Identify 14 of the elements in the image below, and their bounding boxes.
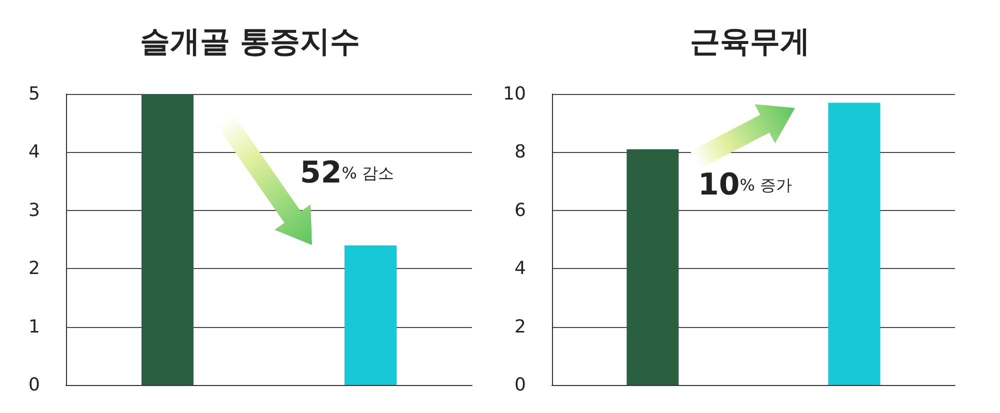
y-tick-label: 2 — [28, 258, 40, 280]
y-tick-label: 10 — [503, 84, 526, 104]
y-tick-label: 5 — [28, 84, 40, 104]
y-tick-label: 4 — [514, 258, 526, 280]
y-tick-label: 3 — [28, 200, 40, 221]
chart-title: 근육무게 — [690, 24, 810, 60]
y-tick-label: 1 — [28, 316, 40, 338]
y-tick-label: 0 — [514, 374, 526, 396]
y-tick-label: 2 — [514, 316, 526, 338]
y-tick-label: 4 — [28, 142, 40, 163]
y-tick-label: 0 — [28, 374, 40, 396]
y-tick-label: 8 — [514, 142, 526, 163]
y-tick-label: 6 — [514, 200, 526, 221]
chart-title: 슬개골 통증지수 — [140, 24, 360, 60]
